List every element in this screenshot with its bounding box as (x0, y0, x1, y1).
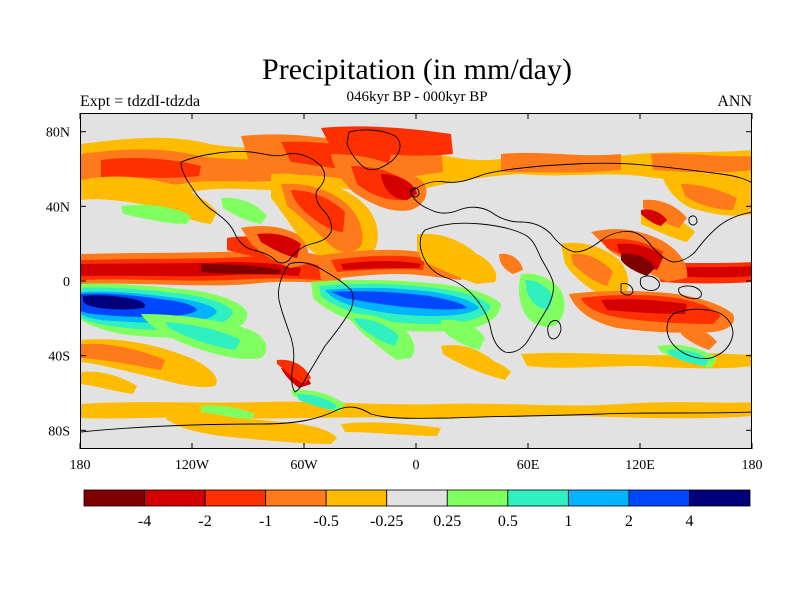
x-tick-label: 120E (625, 458, 655, 473)
coastline-japan (688, 215, 698, 226)
y-tick-label: 80S (48, 424, 70, 439)
south-atlantic-wetting (311, 279, 501, 372)
colorbar-box (628, 489, 690, 507)
coastline-africa (419, 222, 554, 353)
colorbar-label: 2 (625, 513, 633, 530)
coastline-south-america (278, 261, 354, 393)
indo-pacific-pattern (561, 199, 735, 333)
y-tick-label: 40S (48, 350, 70, 365)
colorbar-label: 0.5 (498, 513, 518, 530)
colorbar-label: -2 (198, 513, 211, 530)
colorbar-box (446, 489, 509, 507)
season-label: ANN (717, 93, 752, 110)
colorbar-box (689, 489, 751, 507)
plot-subtitle: 046kyr BP - 000kyr BP (346, 89, 488, 105)
colorbar (83, 489, 751, 507)
coastline-sumatra (620, 283, 634, 296)
map-canvas (81, 114, 751, 448)
coastline-new-guinea (678, 285, 702, 300)
colorbar-box (507, 489, 569, 507)
x-tick-label: 120W (175, 458, 210, 473)
x-tick-label: 60E (517, 458, 540, 473)
coastline-australia (666, 308, 734, 359)
colorbar-box (386, 489, 448, 507)
y-tick-label: 40N (46, 200, 70, 215)
colorbar-box (144, 489, 206, 507)
y-tick-label: 80N (46, 126, 70, 141)
colorbar-box (83, 489, 145, 507)
colorbar-label: 0.25 (433, 513, 461, 530)
x-tick-label: 0 (413, 458, 420, 473)
x-tick-label: 180 (742, 458, 763, 473)
coastline-borneo (639, 275, 660, 291)
colorbar-label: 4 (685, 513, 693, 530)
x-tick-labels: 180 120W 60W 0 60E 120E 180 (70, 458, 763, 473)
caribbean-drying (241, 226, 309, 268)
colorbar-box (567, 489, 630, 507)
colorbar-box (325, 489, 388, 507)
precipitation-map (80, 113, 752, 449)
colorbar-label: -4 (138, 513, 151, 530)
colorbar-label: -0.25 (370, 513, 403, 530)
experiment-label: Expt = tdzdI-tdzda (80, 93, 201, 110)
coastline-eurasia (410, 162, 751, 263)
colorbar-label: -0.5 (314, 513, 339, 530)
southern-ocean-pattern (165, 359, 441, 444)
colorbar-box (204, 489, 267, 507)
colorbar-box (265, 489, 327, 507)
colorbar-labels: -4 -2 -1 -0.5 -0.25 0.25 0.5 1 2 4 (138, 513, 694, 530)
colorbar-label: 1 (564, 513, 572, 530)
north-pacific-pattern (81, 172, 751, 242)
x-tick-label: 180 (70, 458, 91, 473)
coastline-british-isles (410, 187, 420, 198)
north-atlantic-drying (271, 154, 477, 270)
axis-ticks (79, 113, 753, 449)
south-pacific-wetting (81, 283, 267, 360)
coastline-greenland (346, 129, 401, 171)
coastline-north-america (180, 151, 332, 264)
colorbar-label: -1 (259, 513, 272, 530)
coastline-madagascar (547, 319, 562, 340)
x-tick-label: 60W (290, 458, 318, 473)
coastlines (81, 129, 751, 433)
coastline-antarctica (81, 406, 751, 433)
plot-title: Precipitation (in mm/day) (262, 53, 572, 86)
y-tick-label: 0 (63, 275, 70, 290)
y-tick-labels: 80N 40N 0 40S 80S (46, 126, 70, 440)
